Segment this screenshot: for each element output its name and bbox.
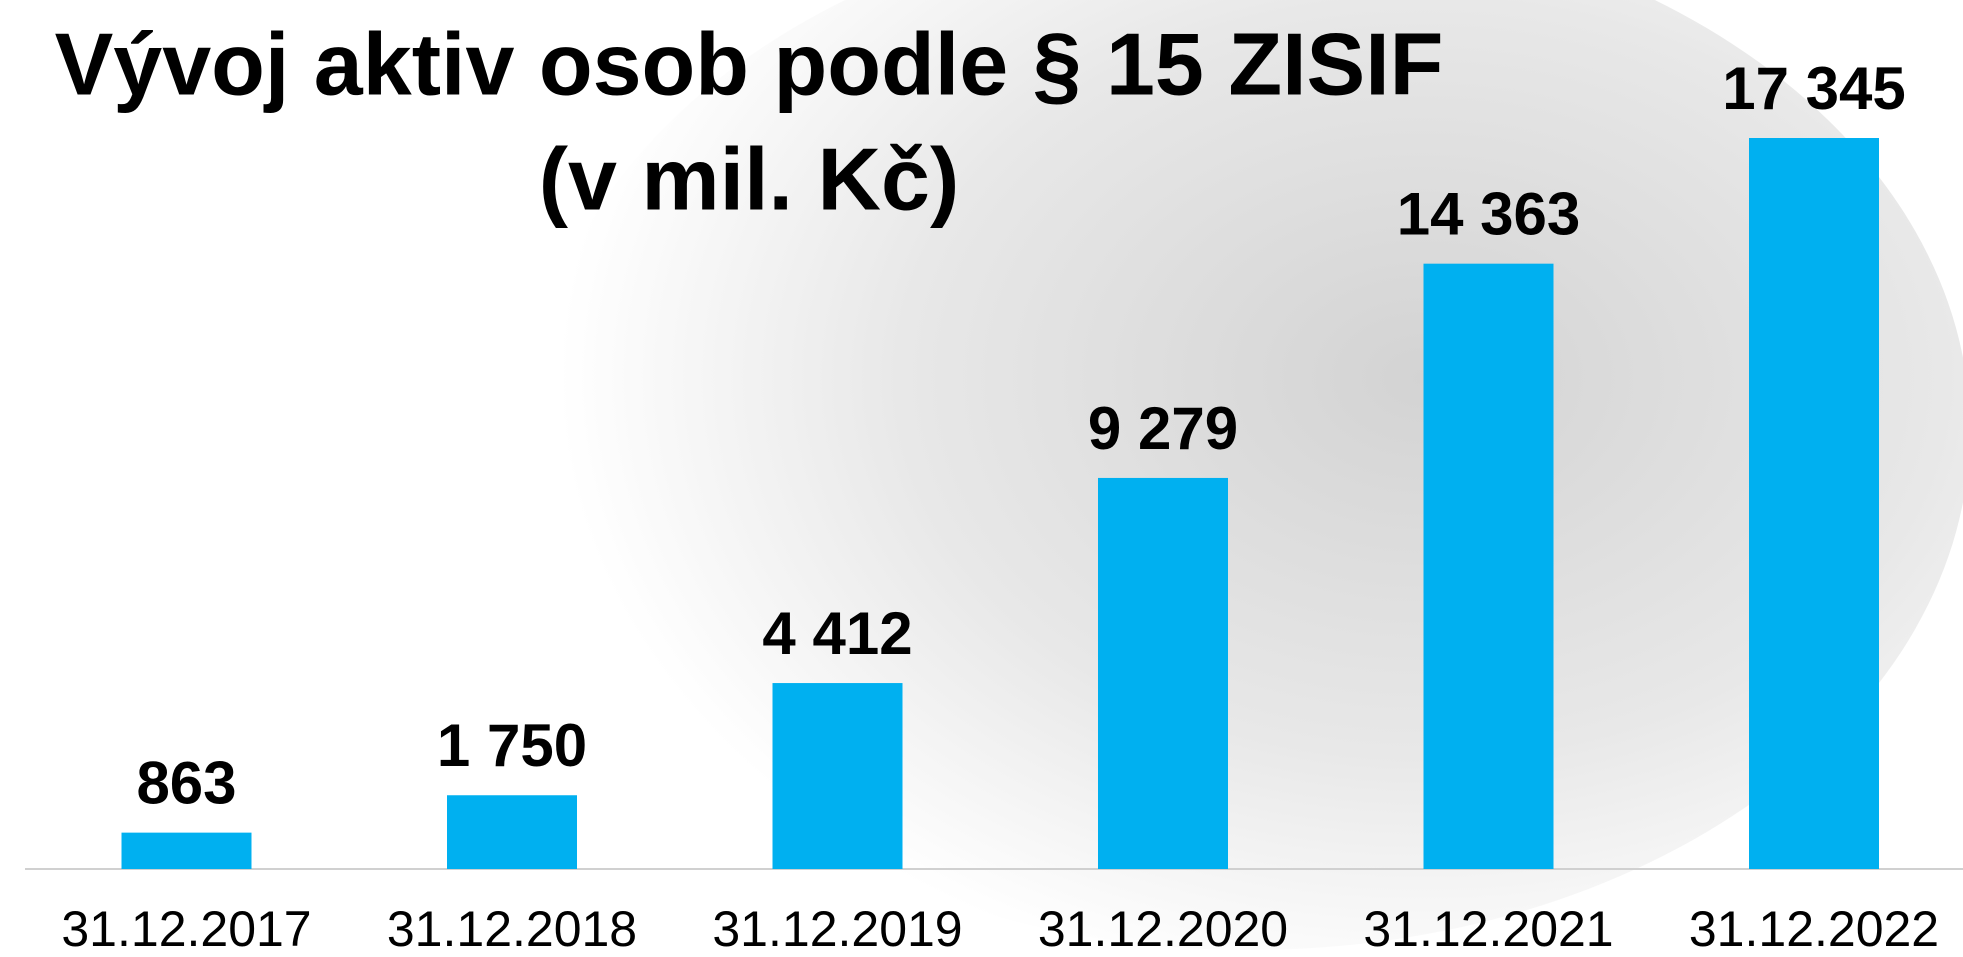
value-label: 863 (136, 749, 236, 816)
value-label: 14 363 (1397, 181, 1581, 248)
bar (1424, 264, 1554, 869)
x-tick-label: 31.12.2017 (61, 901, 311, 957)
value-label: 9 279 (1088, 395, 1238, 462)
chart-title: (v mil. Kč) (539, 129, 960, 228)
x-tick-label: 31.12.2022 (1689, 901, 1939, 957)
chart-title: Vývoj aktiv osob podle § 15 ZISIF (55, 14, 1444, 113)
bar (1098, 478, 1228, 869)
value-label: 1 750 (437, 712, 587, 779)
value-label: 17 345 (1722, 55, 1906, 122)
x-tick-label: 31.12.2019 (712, 901, 962, 957)
bar (773, 683, 903, 869)
x-tick-label: 31.12.2021 (1363, 901, 1613, 957)
bar (122, 833, 252, 869)
value-label: 4 412 (762, 600, 912, 667)
bar (447, 795, 577, 869)
chart: Vývoj aktiv osob podle § 15 ZISIF (v mil… (0, 0, 1963, 957)
bar (1749, 138, 1879, 869)
page: {"chart_data": {"type": "bar", "title": … (0, 0, 1963, 957)
x-tick-label: 31.12.2018 (387, 901, 637, 957)
x-tick-label: 31.12.2020 (1038, 901, 1288, 957)
